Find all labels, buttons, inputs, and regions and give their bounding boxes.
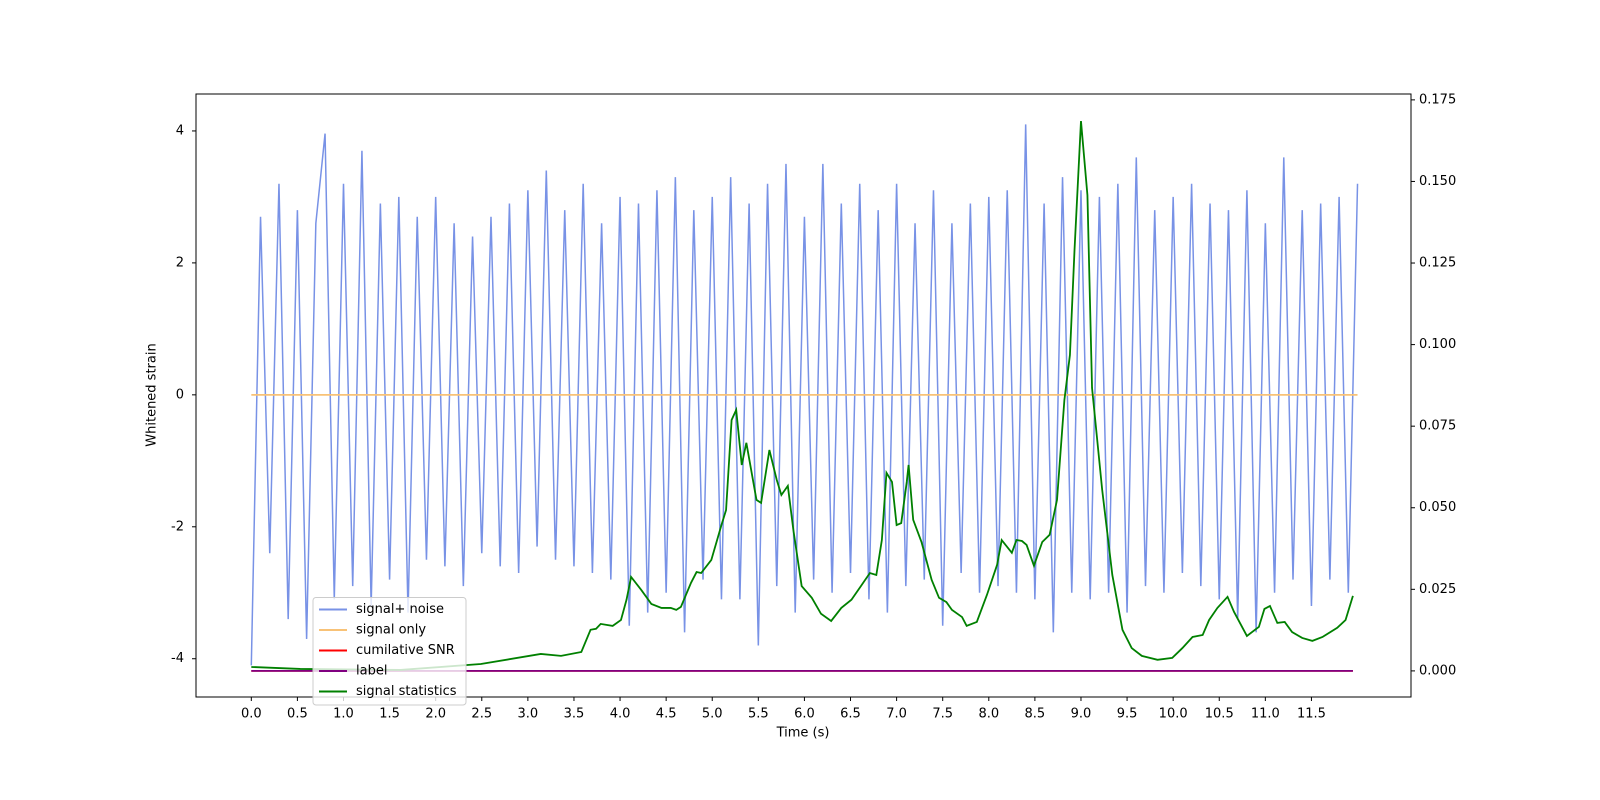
- x-tick-label: 9.5: [1117, 707, 1138, 722]
- y-tick-label: 0: [176, 387, 184, 402]
- x-tick-label: 11.0: [1251, 707, 1280, 722]
- x-tick-label: 8.5: [1025, 707, 1046, 722]
- y2-tick-label: 0.100: [1419, 337, 1456, 352]
- y-tick-label: 4: [176, 123, 184, 138]
- x-tick-label: 5.0: [702, 707, 723, 722]
- legend-label: label: [356, 664, 387, 679]
- x-tick-label: 10.5: [1205, 707, 1234, 722]
- legend-label: signal+ noise: [356, 602, 444, 617]
- x-tick-label: 4.0: [610, 707, 631, 722]
- y2-tick-label: 0.150: [1419, 174, 1456, 189]
- x-tick-label: 10.0: [1159, 707, 1188, 722]
- y-tick-label: -2: [171, 519, 184, 534]
- x-tick-label: 1.0: [333, 707, 354, 722]
- y2-tick-label: 0.075: [1419, 419, 1456, 434]
- x-tick-label: 9.0: [1071, 707, 1092, 722]
- x-tick-label: 2.5: [471, 707, 492, 722]
- series-line: [251, 121, 1354, 671]
- x-tick-label: 3.0: [518, 707, 539, 722]
- y-axis-label: Whitened strain: [145, 343, 160, 446]
- legend-box: [312, 597, 467, 706]
- y2-tick-label: 0.175: [1419, 92, 1456, 107]
- x-tick-label: 8.0: [978, 707, 999, 722]
- y-tick-label: -4: [171, 651, 184, 666]
- x-tick-label: 4.5: [656, 707, 677, 722]
- y2-tick-label: 0.025: [1419, 582, 1456, 597]
- x-tick-label: 0.0: [241, 707, 262, 722]
- x-tick-label: 7.5: [932, 707, 953, 722]
- plot-area: [250, 121, 1359, 672]
- x-tick-label: 11.5: [1297, 707, 1326, 722]
- legend-label: signal statistics: [356, 684, 457, 699]
- x-tick-label: 3.5: [564, 707, 585, 722]
- x-tick-label: 7.0: [886, 707, 907, 722]
- y2-tick-label: 0.000: [1419, 663, 1456, 678]
- x-tick-label: 5.5: [748, 707, 769, 722]
- x-tick-label: 0.5: [287, 707, 308, 722]
- legend-label: signal only: [356, 623, 426, 638]
- y2-tick-label: 0.050: [1419, 500, 1456, 515]
- x-axis-label: Time (s): [776, 726, 830, 741]
- y-tick-label: 2: [176, 255, 184, 270]
- x-tick-label: 1.5: [379, 707, 400, 722]
- x-tick-label: 2.0: [425, 707, 446, 722]
- axes-frame: [195, 93, 1412, 698]
- x-tick-label: 6.5: [840, 707, 861, 722]
- series-line: [250, 124, 1359, 666]
- legend-label: cumilative SNR: [356, 643, 455, 658]
- x-tick-label: 6.0: [794, 707, 815, 722]
- y2-tick-label: 0.125: [1419, 256, 1456, 271]
